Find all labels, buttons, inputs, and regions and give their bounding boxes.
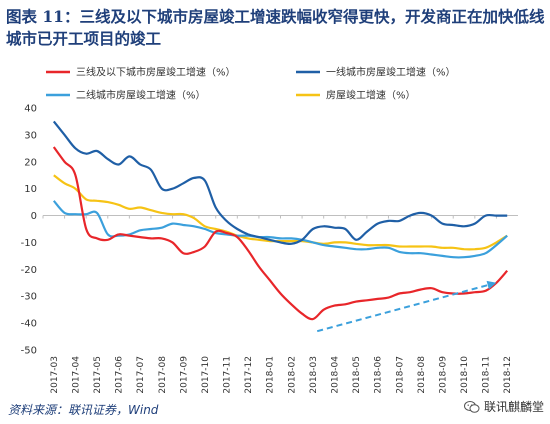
watermark-text: 联讯麒麟堂 [483,400,544,414]
series-line [52,120,508,245]
wechat-icon [463,400,480,414]
series-line [52,200,508,259]
x-tick-label: 2018-11 [482,356,492,394]
x-tick-label: 2017-03 [50,356,60,394]
x-tick-label: 2018-07 [395,356,405,394]
y-tick-label: 10 [24,184,37,195]
source-note: 资料来源：联讯证券，Wind [8,403,159,417]
y-tick-label: -20 [21,265,37,276]
line-chart: 三线及以下城市房屋竣工增速（%） 一线城市房屋竣工增速（%） 二线城市房屋竣工增速（… [21,66,518,394]
x-tick-label: 2017-10 [201,356,211,394]
figure-title: 图表 11：三线及以下城市房屋竣工增速跌幅收窄得更快，开发商正在加快低线城市已开… [6,7,545,48]
y-tick-label: 40 [24,104,37,115]
watermark: 联讯麒麟堂 [463,398,544,415]
legend-label: 一线城市房屋竣工增速（%） [326,66,456,79]
x-axis: 2017-03 2017-04 2017-05 2017-06 2017-07 2017-… [42,215,518,394]
y-tick-label: 20 [24,157,37,168]
y-tick-label: -30 [21,292,37,303]
x-tick-label: 2018-06 [374,356,384,394]
trend-arrow-head [486,280,497,290]
x-tick-label: 2017-05 [93,356,103,394]
x-tick-label: 2017-06 [115,356,125,394]
y-tick-label: 0 [31,211,37,222]
x-tick-label: 2017-11 [223,356,233,394]
trend-annotation [316,280,497,333]
chart-legend: 三线及以下城市房屋竣工增速（%） 一线城市房屋竣工增速（%） 二线城市房屋竣工增速（… [46,66,456,102]
x-tick-label: 2018-05 [352,356,362,394]
x-tick-label: 2018-09 [438,356,448,394]
x-tick-label: 2018-08 [417,356,427,394]
legend-label: 三线及以下城市房屋竣工增速（%） [76,66,236,79]
x-tick-label: 2017-08 [158,356,168,394]
series-line [53,174,508,251]
x-tick-label: 2017-09 [179,356,189,394]
series-group [52,120,509,321]
x-tick-label: 2018-12 [503,356,513,394]
y-tick-label: -10 [21,238,37,249]
legend-label: 二线城市房屋竣工增速（%） [76,89,206,102]
legend-label: 房屋竣工增速（%） [326,89,416,102]
y-tick-label: -50 [21,346,37,357]
x-tick-label: 2018-02 [287,356,297,394]
x-tick-label: 2018-04 [330,356,340,394]
x-tick-label: 2017-04 [71,356,81,394]
y-axis: -50 -40 -30 -20 -10 0 10 20 30 40 [21,104,37,357]
y-tick-label: 30 [24,130,37,141]
x-tick-label: 2018-03 [309,356,319,394]
y-tick-label: -40 [21,319,37,330]
x-tick-label: 2018-01 [266,356,276,394]
x-tick-label: 2018-10 [460,356,470,394]
series-line [52,146,509,321]
x-tick-label: 2017-07 [136,356,146,394]
x-tick-label: 2017-12 [244,356,254,394]
trend-arrow-line [316,283,489,333]
